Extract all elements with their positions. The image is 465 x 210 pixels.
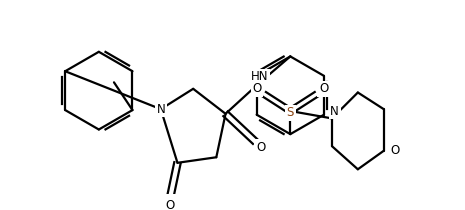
Text: O: O: [166, 199, 175, 210]
Text: S: S: [286, 106, 294, 119]
Text: HN: HN: [251, 70, 269, 83]
Text: N: N: [330, 105, 339, 118]
Text: N: N: [156, 103, 165, 116]
Text: O: O: [319, 82, 328, 95]
Text: O: O: [256, 140, 266, 154]
Text: O: O: [390, 144, 399, 157]
Text: O: O: [252, 82, 262, 95]
